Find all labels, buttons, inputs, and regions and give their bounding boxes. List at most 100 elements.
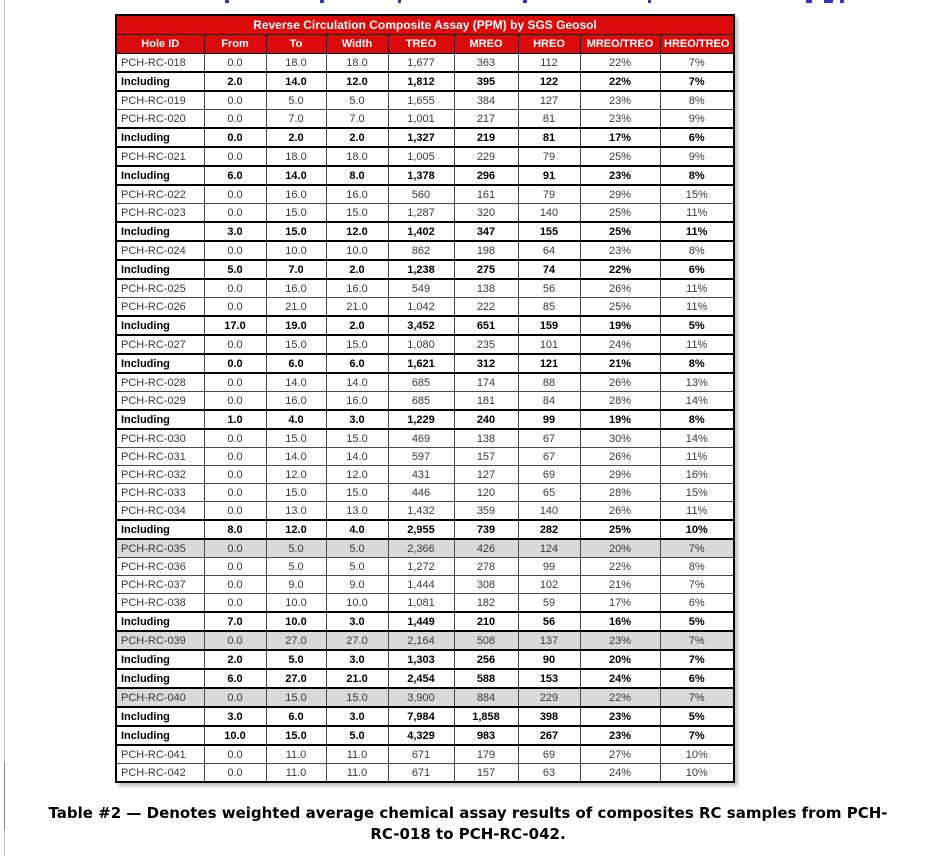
cell-value: 56 [517,611,581,632]
cell-value: 11% [659,297,735,317]
cell-value: 8% [659,557,735,576]
cell-value: 19% [579,409,661,430]
cell-value: 15% [659,184,735,204]
cell-value: 7,984 [387,706,455,727]
cell-value: 2.0 [325,127,389,148]
cropped-link-text-fragment [398,0,401,3]
cell-value: 157 [453,447,519,466]
cell-hole-id: Including [115,649,205,670]
cell-value: 9.0 [325,575,389,594]
cell-value: 235 [453,334,519,355]
cell-value: 23% [579,165,661,186]
cell-value: 26% [579,447,661,466]
cell-hole-id: PCH-RC-036 [115,557,205,576]
cell-value: 101 [517,334,581,355]
table-row: Including 5.0 7.0 2.0 1,238 275 74 22% 6% [115,259,735,280]
cell-value: 63 [517,763,581,783]
cell-value: 2.0 [325,315,389,336]
table-row: PCH-RC-020 0.0 7.0 7.0 1,001 217 81 23% 9% [115,109,735,129]
table-row: Including 17.0 19.0 2.0 3,452 651 159 19% 5% [115,315,735,336]
cell-value: 8% [659,353,735,374]
page-left-border-line-dark-segment [4,762,5,830]
cell-value: 18.0 [265,53,327,73]
cell-value: 22% [579,53,661,73]
table-row: PCH-RC-023 0.0 15.0 15.0 1,287 320 140 25% 11% [115,203,735,223]
cell-value: 4.0 [325,519,389,540]
cell-value: 181 [453,391,519,411]
cell-value: 16.0 [325,184,389,204]
cell-value: 0.0 [203,53,267,73]
cell-value: 16% [579,611,661,632]
column-header-to: To [265,34,327,54]
cell-value: 0.0 [203,184,267,204]
table-caption: Table #2 — Denotes weighted average chem… [0,803,936,845]
table-row: Including 1.0 4.0 3.0 1,229 240 99 19% 8% [115,409,735,430]
cell-value: 1,378 [387,165,455,186]
cell-hole-id: PCH-RC-021 [115,146,205,167]
cell-value: 21% [579,575,661,594]
cropped-link-text-fragment [824,0,833,3]
table-row: Including 10.0 15.0 5.0 4,329 983 267 23% 7% [115,725,735,746]
cell-value: 560 [387,184,455,204]
cell-value: 1,677 [387,53,455,73]
cell-value: 588 [453,668,519,689]
cropped-link-text-fragment [320,0,324,3]
assay-table-body: PCH-RC-018 0.0 18.0 18.0 1,677 363 112 22% 7% Inc… [115,53,735,783]
cell-value: 267 [517,725,581,746]
cell-value: 7% [659,71,735,92]
cell-value: 359 [453,501,519,521]
cell-value: 56 [517,278,581,298]
cell-value: 1,444 [387,575,455,594]
cell-value: 23% [579,109,661,129]
cell-value: 2,454 [387,668,455,689]
cell-value: 219 [453,127,519,148]
cell-hole-id: PCH-RC-024 [115,240,205,261]
cell-hole-id: PCH-RC-020 [115,109,205,129]
cell-value: 1,402 [387,221,455,242]
cell-value: 24% [579,668,661,689]
cell-value: 0.0 [203,278,267,298]
cell-value: 0.0 [203,763,267,783]
cell-value: 64 [517,240,581,261]
cell-value: 112 [517,53,581,73]
cell-value: 15.0 [325,687,389,708]
cell-value: 6.0 [265,353,327,374]
cell-value: 174 [453,372,519,392]
cell-value: 140 [517,203,581,223]
cell-value: 15.0 [265,725,327,746]
cell-value: 102 [517,575,581,594]
cell-hole-id: PCH-RC-029 [115,391,205,411]
cell-value: 19% [579,315,661,336]
column-header-hreo-treo: HREO/TREO [659,34,735,54]
cell-value: 4,329 [387,725,455,746]
cell-value: 122 [517,71,581,92]
cell-value: 1,272 [387,557,455,576]
cell-value: 15.0 [265,334,327,355]
cell-hole-id: PCH-RC-040 [115,687,205,708]
cell-value: 384 [453,90,519,110]
cell-value: 1,655 [387,90,455,110]
cell-value: 16.0 [325,391,389,411]
cell-hole-id: PCH-RC-028 [115,372,205,392]
cell-value: 26% [579,278,661,298]
cell-value: 0.0 [203,593,267,613]
cell-hole-id: Including [115,409,205,430]
cell-hole-id: PCH-RC-023 [115,203,205,223]
cell-hole-id: PCH-RC-026 [115,297,205,317]
table-row: PCH-RC-042 0.0 11.0 11.0 671 157 63 24% 10% [115,763,735,783]
cell-value: 11% [659,203,735,223]
cell-value: 81 [517,109,581,129]
cell-value: 5.0 [265,538,327,558]
cell-value: 23% [579,630,661,651]
cell-value: 347 [453,221,519,242]
cell-value: 15.0 [265,428,327,448]
table-row: PCH-RC-036 0.0 5.0 5.0 1,272 278 99 22% 8% [115,557,735,576]
cell-value: 6% [659,593,735,613]
cell-hole-id: PCH-RC-022 [115,184,205,204]
cell-value: 14.0 [325,447,389,466]
cell-value: 27.0 [265,630,327,651]
cell-value: 67 [517,447,581,466]
cell-value: 0.0 [203,557,267,576]
cell-value: 0.0 [203,428,267,448]
table-row: PCH-RC-037 0.0 9.0 9.0 1,444 308 102 21% 7% [115,575,735,594]
